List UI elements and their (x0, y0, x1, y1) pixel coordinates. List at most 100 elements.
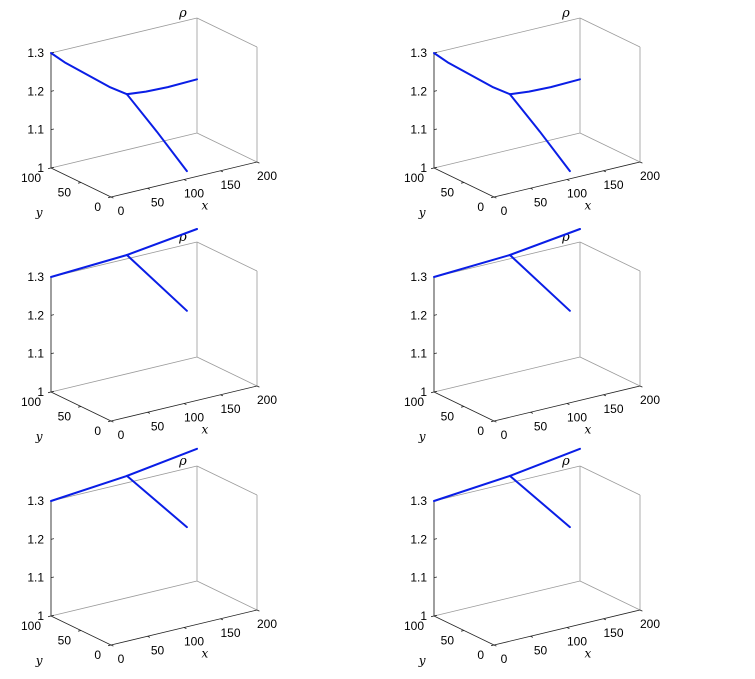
x-axis-label: x (202, 646, 209, 660)
y-axis-label: y (35, 206, 43, 220)
z-tick-label: 1 (420, 609, 427, 623)
box-edge (579, 465, 641, 496)
z-tick-label: 1.1 (410, 347, 427, 361)
y-axis-label: y (418, 430, 426, 444)
series-line (508, 93, 571, 173)
x-axis-label: x (585, 198, 592, 212)
box-edge (50, 356, 198, 393)
z-tick-label: 1.2 (410, 308, 427, 322)
x-tick-label: 100 (184, 411, 204, 425)
x-tick-label: 150 (220, 402, 240, 416)
y-tick-label: 50 (58, 634, 72, 648)
y-tick-label-mark (77, 406, 82, 408)
z-tick-label: 1 (37, 385, 44, 399)
x-tick-mark (256, 161, 260, 164)
y-tick-label: 0 (94, 648, 101, 662)
y-tick-label: 100 (404, 171, 424, 185)
series-line (125, 254, 188, 312)
y-tick-label: 100 (21, 619, 41, 633)
box-edge (50, 132, 198, 169)
z-tick-label: 1.3 (410, 46, 427, 60)
y-tick-label: 100 (404, 619, 424, 633)
x-tick-mark (183, 627, 187, 630)
x-tick-mark (256, 385, 260, 388)
z-tick-mark (50, 576, 55, 579)
z-tick-mark (433, 614, 438, 617)
y-tick-label-mark (460, 182, 465, 184)
x-tick-mark (147, 187, 151, 190)
z-tick-mark (433, 314, 438, 316)
z-tick-label: 1.2 (27, 84, 44, 98)
y-tick-label: 0 (477, 200, 484, 214)
z-tick-label: 1.2 (27, 308, 44, 322)
x-tick-label: 200 (640, 169, 660, 183)
z-tick-mark (433, 90, 438, 92)
x-tick-label: 50 (151, 419, 165, 433)
z-tick-label: 1.2 (410, 532, 427, 546)
box-edge (196, 241, 258, 272)
x-tick-label: 200 (257, 393, 277, 407)
y-tick-label: 50 (441, 634, 455, 648)
series-line (125, 474, 188, 529)
chart-title: ρ (561, 230, 570, 245)
series-line (508, 447, 581, 477)
y-tick-label: 50 (58, 410, 72, 424)
chart-title: ρ (561, 454, 570, 469)
chart-panel: 0 50 100 150 200 0 50 100 1 1.1 1.2 1.3 x y ρ (0, 447, 375, 674)
x-tick-mark (183, 403, 187, 406)
x-tick-label: 0 (118, 428, 125, 442)
x-tick-label: 150 (603, 178, 623, 192)
chart-panel: 0 50 100 150 200 0 50 100 1 1.1 1.2 1.3 x y ρ (0, 224, 375, 450)
y-axis-label: y (35, 654, 43, 668)
x-tick-mark (493, 644, 497, 647)
z-tick-label: 1.1 (27, 347, 44, 361)
z-tick-label: 1 (420, 161, 427, 175)
box-edge (433, 241, 581, 278)
z-tick-label: 1 (37, 161, 44, 175)
box-edge (50, 465, 198, 502)
x-tick-label: 100 (567, 635, 587, 649)
y-tick-label-mark (460, 630, 465, 632)
y-tick-label-mark (490, 420, 495, 423)
z-tick-label: 1.3 (410, 494, 427, 508)
series-line (508, 254, 571, 312)
box-edge (433, 17, 581, 54)
y-tick-label: 100 (404, 395, 424, 409)
x-tick-label: 150 (603, 402, 623, 416)
chart-panel: 0 50 100 150 200 0 50 100 1 1.1 1.2 1.3 x y ρ (383, 224, 755, 450)
x-tick-mark (639, 609, 643, 612)
z-tick-mark (433, 390, 438, 393)
y-tick-label-mark (77, 630, 82, 632)
y-tick-label-mark (47, 615, 52, 618)
z-tick-mark (50, 90, 55, 92)
box-edge (433, 580, 581, 617)
z-tick-label: 1.1 (27, 123, 44, 137)
x-tick-label: 0 (501, 652, 508, 666)
x-tick-label: 0 (501, 428, 508, 442)
box-edge (579, 356, 641, 387)
z-tick-mark (433, 576, 438, 579)
x-tick-mark (603, 618, 607, 621)
chart-panel: 0 50 100 150 200 0 50 100 1 1.1 1.2 1.3 x y ρ (383, 0, 755, 226)
z-tick-label: 1 (420, 385, 427, 399)
x-axis-label: x (585, 422, 592, 436)
y-tick-label-mark (77, 182, 82, 184)
x-tick-label: 50 (151, 195, 165, 209)
z-tick-label: 1.3 (410, 270, 427, 284)
box-edge (579, 241, 641, 272)
z-tick-mark (433, 352, 438, 355)
chart-title: ρ (178, 6, 187, 21)
y-tick-label-mark (107, 420, 112, 423)
y-tick-label-mark (490, 644, 495, 647)
z-tick-label: 1.3 (27, 494, 44, 508)
x-tick-label: 200 (257, 169, 277, 183)
x-tick-mark (147, 635, 151, 638)
box-edge (433, 465, 581, 502)
x-tick-label: 0 (118, 652, 125, 666)
x-tick-mark (639, 161, 643, 164)
x-tick-mark (493, 420, 497, 423)
x-tick-label: 100 (184, 187, 204, 201)
x-tick-mark (493, 196, 497, 199)
